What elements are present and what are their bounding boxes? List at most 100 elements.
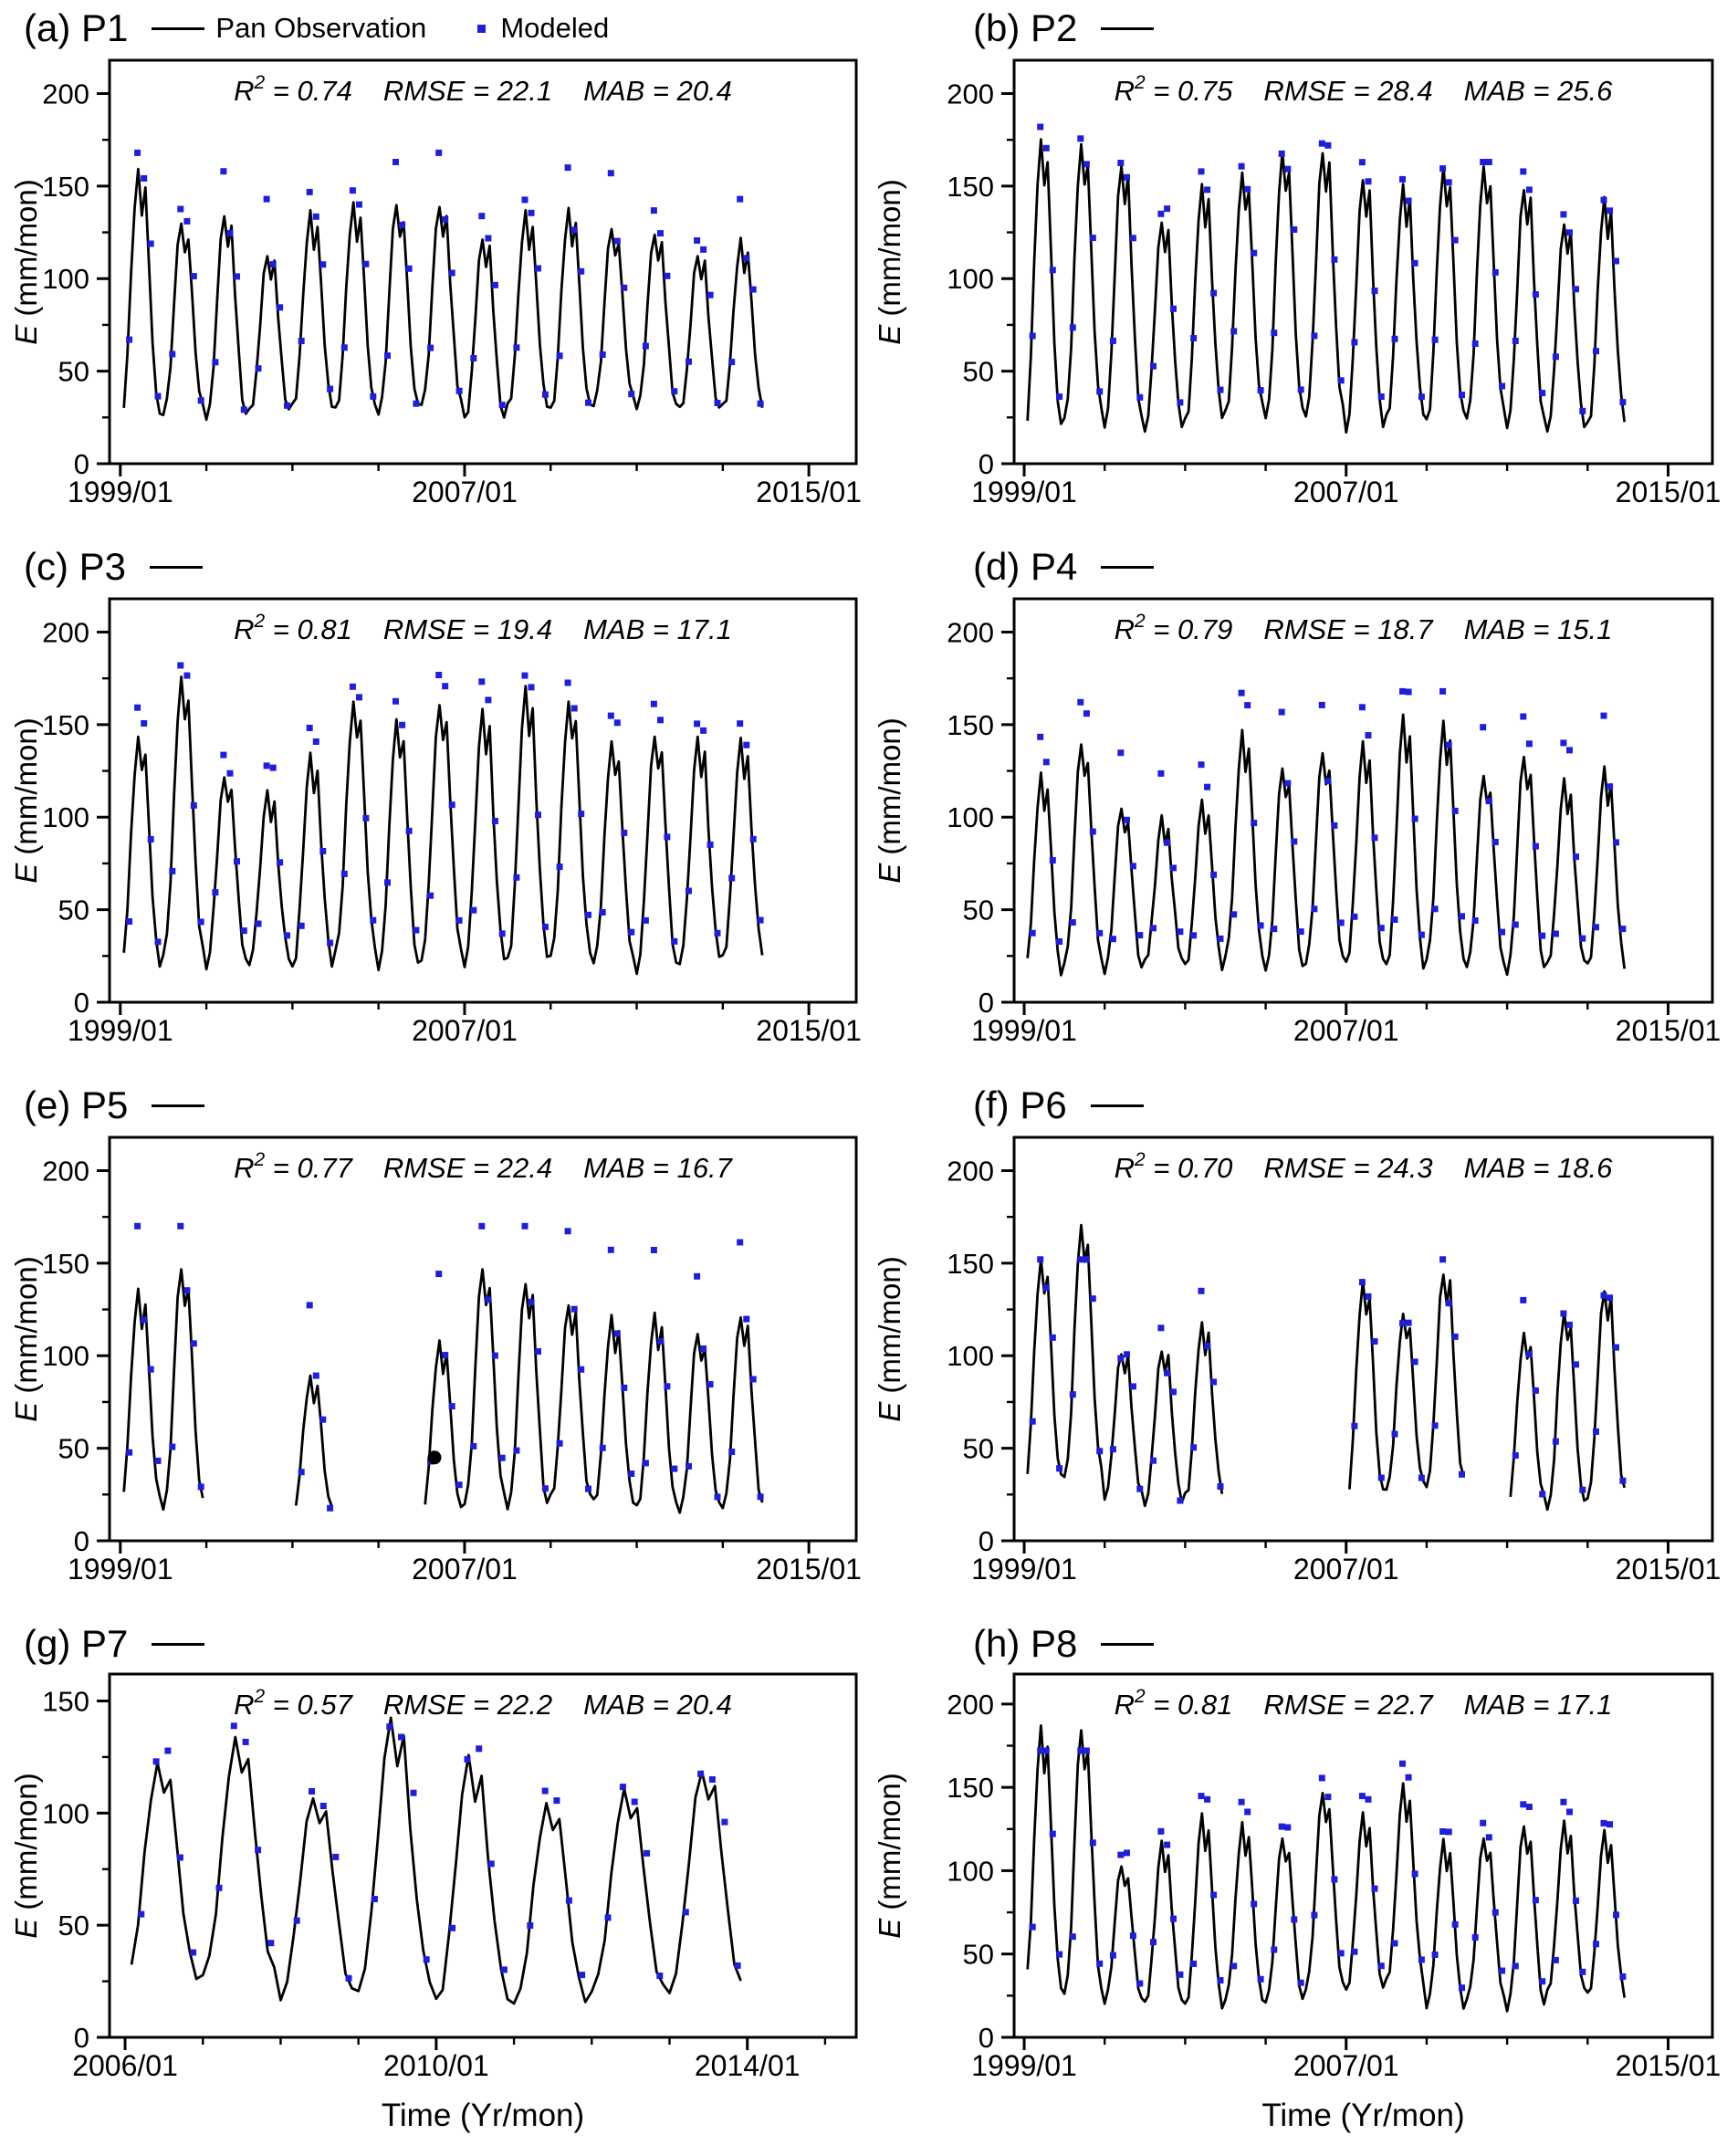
modeled-point: [757, 916, 764, 924]
modeled-point: [686, 358, 692, 365]
modeled-point: [190, 273, 197, 280]
panel-chart: 0 50 100 150 200 1999/01 2007/01 2015/01 E (mm/m…: [9, 58, 862, 508]
modeled-point: [1337, 1950, 1345, 1957]
modeled-point: [141, 1316, 148, 1324]
modeled-point: [1210, 1891, 1218, 1899]
panel-header: (f) P6: [864, 1077, 1727, 1128]
modeled-point: [570, 226, 578, 234]
modeled-point: [1371, 834, 1378, 842]
x-tick-label: 2015/01: [1616, 476, 1722, 508]
modeled-point: [1552, 1438, 1559, 1445]
modeled-point: [1480, 1819, 1487, 1826]
modeled-point: [1170, 864, 1177, 872]
modeled-point: [1377, 1474, 1385, 1481]
y-tick-label: 200: [947, 78, 994, 110]
x-tick-label: 1999/01: [971, 1014, 1077, 1047]
modeled-point: [1297, 386, 1304, 393]
x-tick-label: 2007/01: [1293, 2049, 1399, 2082]
stats-text: R2 = 0.77 RMSE = 22.4 MAB = 16.7: [234, 1149, 734, 1184]
modeled-point: [585, 911, 591, 918]
modeled-point: [714, 929, 721, 937]
panel-e: (e) P5 0 50 100 150 200 1999/01 2007/01 2015/01…: [0, 1077, 864, 1616]
plot-box: [108, 58, 858, 466]
modeled-point: [564, 679, 571, 686]
modeled-point: [1096, 1448, 1104, 1455]
modeled-point: [1284, 1824, 1292, 1831]
modeled-point: [1129, 235, 1136, 242]
modeled-point: [1096, 388, 1104, 395]
modeled-point: [642, 916, 649, 924]
modeled-point: [362, 814, 370, 822]
x-tick-label: 2006/01: [72, 2049, 178, 2082]
modeled-point: [1257, 1975, 1264, 1983]
modeled-point: [1230, 1962, 1238, 1970]
modeled-series: [1029, 1256, 1627, 1504]
y-tick-label: 50: [58, 356, 89, 388]
modeled-point: [362, 260, 370, 267]
modeled-point: [757, 1493, 764, 1501]
y-tick-label: 50: [963, 895, 994, 926]
modeled-point: [1492, 268, 1499, 276]
modeled-point: [1445, 741, 1452, 748]
panel-site-label: P6: [1020, 1083, 1067, 1126]
modeled-point: [1619, 1477, 1627, 1484]
modeled-point: [757, 400, 764, 407]
modeled-point: [619, 1784, 626, 1791]
modeled-point: [1439, 687, 1447, 695]
pan-observation-series: [122, 675, 764, 976]
modeled-point: [1613, 257, 1619, 265]
y-tick-label: 100: [42, 1340, 89, 1372]
modeled-point: [714, 1493, 721, 1501]
panel-chart: 0 50 100 150 200 1999/01 2007/01 2015/01 E (mm/m…: [9, 597, 862, 1047]
stats-text: R2 = 0.57 RMSE = 22.2 MAB = 20.4: [234, 1686, 732, 1721]
obs-line-swatch: [1090, 1104, 1144, 1107]
y-tick-label: 150: [42, 709, 89, 741]
modeled-point: [578, 811, 585, 818]
modeled-point: [631, 1798, 638, 1805]
modeled-point: [1459, 392, 1465, 399]
modeled-point: [398, 1733, 404, 1741]
modeled-point: [553, 1797, 560, 1805]
modeled-point: [535, 1348, 541, 1355]
modeled-point: [697, 1770, 705, 1777]
modeled-point: [226, 230, 234, 237]
plot-box: [108, 1136, 858, 1543]
modeled-point: [1230, 328, 1238, 335]
modeled-point: [500, 1966, 508, 1973]
y-axis: 0 50 100 150 200: [947, 616, 1014, 1019]
modeled-point: [1096, 1960, 1104, 1967]
legend: Pan Observation Modeled: [152, 12, 609, 45]
modeled-point: [234, 273, 240, 280]
modeled-point: [621, 284, 628, 291]
plot-box: [108, 1672, 858, 2039]
modeled-point: [1284, 165, 1292, 173]
modeled-point: [448, 1403, 455, 1410]
modeled-point: [1532, 843, 1539, 850]
modeled-point: [1037, 733, 1044, 740]
modeled-point: [319, 1803, 327, 1809]
obs-line-swatch: [1101, 565, 1155, 569]
modeled-point: [1607, 207, 1614, 215]
modeled-point: [197, 918, 204, 926]
modeled-point: [1157, 769, 1165, 777]
y-axis: 0 50 100 150 200: [947, 78, 1014, 480]
modeled-point: [470, 355, 477, 361]
modeled-point: [442, 683, 449, 690]
modeled-point: [1089, 1839, 1096, 1847]
x-axis: 1999/01 2007/01 2015/01: [68, 1002, 862, 1047]
modeled-point: [230, 1722, 237, 1730]
modeled-point: [413, 926, 420, 934]
y-tick-label: 150: [42, 171, 89, 203]
y-tick-label: 0: [74, 987, 89, 1019]
modeled-point: [621, 829, 628, 836]
modeled-point: [1037, 1747, 1044, 1754]
modeled-point: [384, 352, 391, 360]
modeled-point: [478, 213, 486, 220]
x-tick-label: 2007/01: [1293, 1014, 1399, 1047]
modeled-point: [527, 1922, 534, 1929]
x-axis: 1999/01 2007/01 2015/01: [971, 2037, 1721, 2082]
modeled-point: [1418, 931, 1425, 938]
modeled-point: [319, 1416, 327, 1423]
modeled-point: [521, 1222, 529, 1230]
modeled-point: [349, 683, 356, 690]
